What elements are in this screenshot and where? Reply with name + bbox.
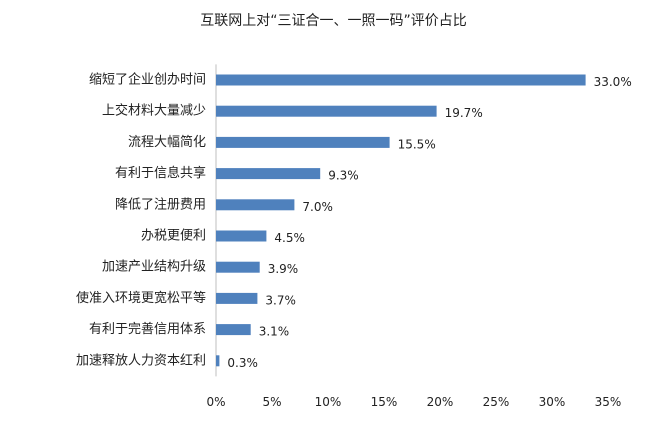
x-tick-label: 5% bbox=[262, 395, 281, 409]
x-tick-label: 0% bbox=[206, 395, 225, 409]
bars-group bbox=[216, 74, 586, 367]
bar bbox=[216, 136, 390, 148]
category-label: 上交材料大量减少 bbox=[102, 103, 206, 119]
category-label: 使准入环境更宽松平等 bbox=[76, 290, 206, 306]
category-label: 有利于完善信用体系 bbox=[89, 321, 206, 337]
x-tick-label: 25% bbox=[483, 395, 510, 409]
value-label: 19.7% bbox=[445, 106, 483, 120]
category-label: 加速释放人力资本红利 bbox=[76, 352, 206, 368]
category-label: 办税更便利 bbox=[141, 229, 206, 244]
value-label: 33.0% bbox=[594, 75, 632, 89]
bar bbox=[216, 199, 295, 211]
x-tick-label: 20% bbox=[427, 395, 454, 409]
category-label: 加速产业结构升级 bbox=[102, 260, 206, 275]
value-label: 9.3% bbox=[328, 169, 359, 183]
category-labels-group: 缩短了企业创办时间上交材料大量减少流程大幅简化有利于信息共享降低了注册费用办税更… bbox=[76, 72, 206, 369]
chart-title: 互联网上对“三证合一、一照一码”评价占比 bbox=[200, 13, 467, 29]
category-label: 降低了注册费用 bbox=[115, 197, 206, 212]
bar bbox=[216, 230, 267, 242]
x-tick-label: 35% bbox=[595, 395, 622, 409]
x-tick-label: 15% bbox=[371, 395, 398, 409]
bar bbox=[216, 168, 321, 180]
value-label: 15.5% bbox=[398, 137, 436, 151]
x-tick-label: 10% bbox=[315, 395, 342, 409]
bar bbox=[216, 74, 586, 86]
value-label: 3.7% bbox=[265, 293, 296, 307]
value-label: 3.1% bbox=[259, 325, 290, 339]
bar bbox=[216, 292, 258, 304]
value-label: 7.0% bbox=[302, 200, 333, 214]
bar bbox=[216, 105, 437, 117]
x-tick-labels-group: 0% 5% 10% 15% 20% 25% 30% 35% bbox=[206, 395, 621, 409]
category-label: 流程大幅简化 bbox=[128, 134, 206, 150]
value-label: 0.3% bbox=[227, 356, 258, 370]
bar bbox=[216, 355, 220, 367]
bar bbox=[216, 324, 251, 336]
x-tick-label: 30% bbox=[539, 395, 566, 409]
value-label: 4.5% bbox=[274, 231, 305, 245]
category-label: 有利于信息共享 bbox=[115, 165, 206, 181]
category-label: 缩短了企业创办时间 bbox=[89, 72, 206, 88]
value-labels-group: 33.0% 19.7% 15.5% 9.3% 7.0% 4.5% 3.9% 3.7% 3.1% 0… bbox=[227, 75, 631, 370]
bar bbox=[216, 261, 260, 273]
value-label: 3.9% bbox=[268, 262, 299, 276]
